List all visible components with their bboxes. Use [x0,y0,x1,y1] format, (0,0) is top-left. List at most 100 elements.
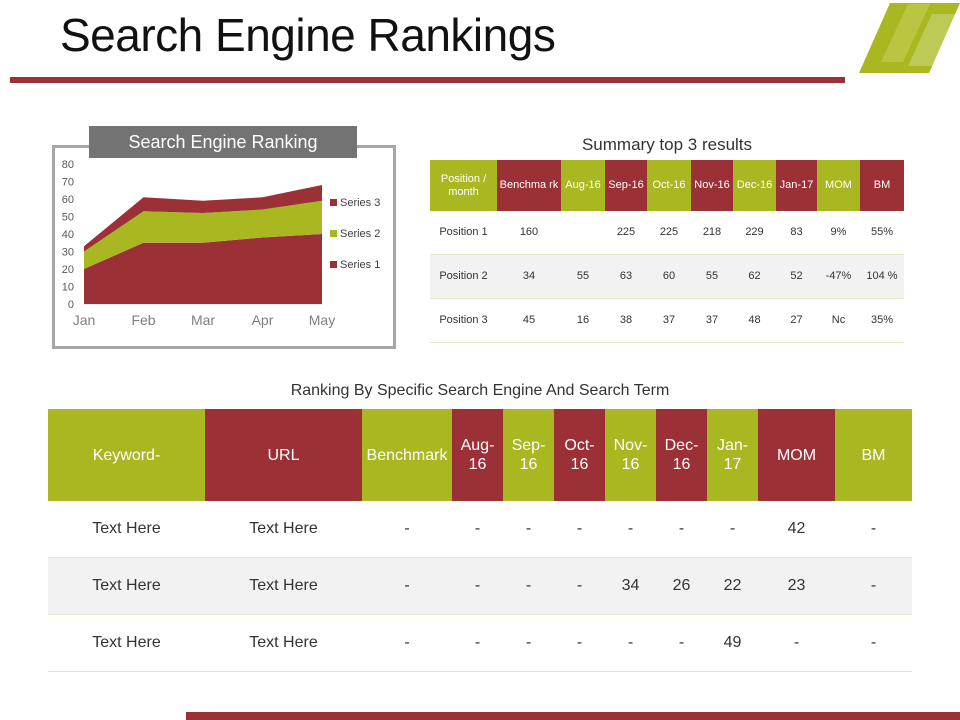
table-cell: 225 [647,211,691,255]
table-cell: 160 [497,211,561,255]
ranking-header: MOM [758,409,835,501]
summary-header: BM [860,160,904,211]
table-cell: - [362,501,452,558]
decorative-parallelograms [859,3,960,73]
x-tick-label: Apr [252,312,274,328]
x-tick-label: May [309,312,335,328]
legend-label: Series 3 [340,197,380,209]
table-cell: - [835,557,912,615]
table-cell: - [452,614,503,672]
y-tick-label: 20 [62,264,74,276]
table-row: Position 1 160 225 225 218 229 83 9% 55% [430,211,904,255]
table-cell: - [835,614,912,672]
table-cell: 48 [733,298,776,343]
summary-header-row: Position / month Benchma rk Aug-16 Sep-1… [430,160,904,211]
table-row: Text Here Text Here - - - - - - - 42 - [48,501,912,558]
ranking-header: Benchmark [362,409,452,501]
y-tick-label: 0 [68,299,74,311]
summary-header: Benchma rk [497,160,561,211]
table-cell: 55% [860,211,904,255]
y-tick-label: 10 [62,282,74,294]
table-cell: 229 [733,211,776,255]
table-cell: 218 [691,211,733,255]
table-cell: 26 [656,557,707,615]
area-series-3 [84,185,322,252]
table-cell: 225 [605,211,647,255]
y-tick-label: 30 [62,247,74,259]
table-cell: 55 [561,254,605,299]
summary-header: Sep-16 [605,160,647,211]
table-cell: -47% [817,254,860,299]
y-tick-label: 60 [62,194,74,206]
y-tick-label: 70 [62,177,74,189]
table-cell: Text Here [205,557,362,615]
summary-header: MOM [817,160,860,211]
page-title: Search Engine Rankings [60,9,556,61]
x-tick-label: Feb [131,312,155,328]
ranking-title: Ranking By Specific Search Engine And Se… [290,382,670,399]
table-cell: - [656,614,707,672]
table-cell: - [656,501,707,558]
bottom-divider [186,712,960,720]
table-cell: 52 [776,254,817,299]
y-tick-label: 50 [62,212,74,224]
table-cell: - [362,557,452,615]
x-tick-label: Mar [191,312,215,328]
ranking-header: Dec-16 [656,409,707,501]
table-cell: 37 [647,298,691,343]
table-cell: 83 [776,211,817,255]
legend-swatch [330,261,337,268]
area-series-1 [84,234,322,304]
x-tick-label: Jan [73,312,96,328]
y-tick-label: 40 [62,229,74,241]
table-cell: 35% [860,298,904,343]
area-chart: 0 10 20 30 40 50 60 70 80 Jan Feb Mar Apr May Series 3… [62,159,381,328]
table-cell: 104 % [860,254,904,299]
table-cell: 34 [605,557,656,615]
summary-title: Summary top 3 results [581,135,753,154]
table-cell: Text Here [205,614,362,672]
table-cell: 45 [497,298,561,343]
table-cell: 38 [605,298,647,343]
chart-title: Search Engine Ranking [89,126,357,158]
table-cell: Text Here [48,614,205,672]
ranking-header: Jan-17 [707,409,758,501]
table-cell: Text Here [48,557,205,615]
legend-swatch [330,199,337,206]
y-tick-label: 80 [62,159,74,171]
table-cell: Text Here [48,501,205,558]
summary-header: Nov-16 [691,160,733,211]
summary-header: Dec-16 [733,160,776,211]
table-cell: - [452,557,503,615]
table-cell: 62 [733,254,776,299]
table-cell: 9% [817,211,860,255]
table-cell: - [503,501,554,558]
table-cell: 23 [758,557,835,615]
legend-label: Series 1 [340,259,380,271]
table-cell: 49 [707,614,758,672]
table-cell: 42 [758,501,835,558]
table-cell: - [758,614,835,672]
table-cell: Nc [817,298,860,343]
summary-table: Position / month Benchma rk Aug-16 Sep-1… [430,160,904,343]
table-cell: 27 [776,298,817,343]
table-cell: - [554,501,605,558]
legend-label: Series 2 [340,228,380,240]
table-cell: Text Here [205,501,362,558]
table-cell: 63 [605,254,647,299]
table-row: Text Here Text Here - - - - 34 26 22 23 … [48,557,912,615]
table-cell [561,211,605,255]
table-cell: - [503,614,554,672]
table-cell: 34 [497,254,561,299]
ranking-table: Keyword- URL Benchmark Aug-16 Sep-16 Oct… [48,409,912,672]
legend-swatch [330,230,337,237]
title-divider [10,77,845,83]
table-cell: - [503,557,554,615]
table-cell: - [605,501,656,558]
summary-header: Position / month [430,160,497,211]
table-cell: - [707,501,758,558]
table-cell: 55 [691,254,733,299]
table-row: Position 3 45 16 38 37 37 48 27 Nc 35% [430,298,904,343]
table-cell: Position 2 [430,254,497,299]
table-cell: - [554,557,605,615]
